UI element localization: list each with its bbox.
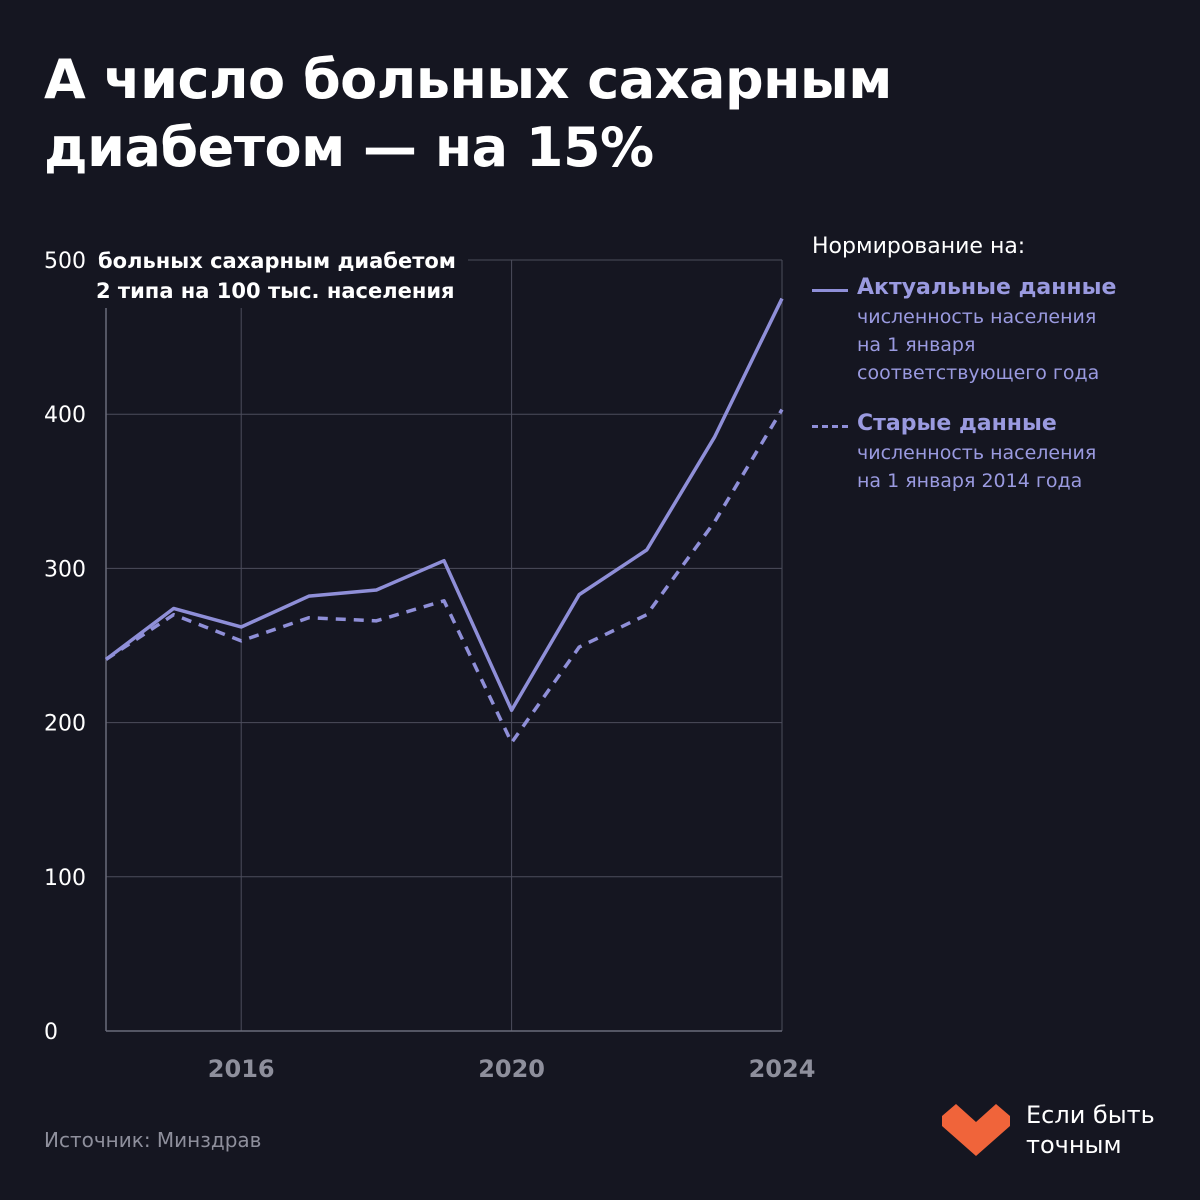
dashed-line-swatch	[812, 425, 848, 428]
legend-item-old-desc-1: численность населения	[857, 442, 1097, 464]
x-tick-label-2016: 2016	[208, 1055, 275, 1083]
brand-name: Если быть точным	[1026, 1100, 1196, 1160]
y-tick-label-300: 300	[44, 557, 86, 582]
x-tick-label-2020: 2020	[478, 1055, 545, 1083]
y-tick-label-500: 500	[44, 249, 86, 274]
legend-item-actual-name: Актуальные данные	[857, 275, 1117, 300]
series-line-actual	[104, 297, 784, 713]
brand: Если быть точным	[940, 1098, 1190, 1168]
chart-legend: Нормирование на: Актуальные данные числе…	[812, 234, 1192, 517]
source-note: Источник: Минздрав	[44, 1128, 262, 1152]
y-tick-label-100: 100	[44, 866, 86, 891]
brand-logo-icon	[942, 1104, 1010, 1156]
y-tick-label-200: 200	[44, 712, 86, 737]
chart-series	[104, 297, 784, 745]
y-tick-label-400: 400	[44, 403, 86, 428]
brand-name-line-2: точным	[1026, 1131, 1122, 1159]
y-axis-label: больных сахарным диабетом 2 типа на 100 …	[92, 244, 468, 308]
y-axis-label-background	[92, 244, 468, 308]
y-axis-ticks: 0 100 200 300 400 500	[44, 249, 86, 1045]
legend-item-actual: Актуальные данные численность населения …	[812, 273, 1192, 387]
solid-line-swatch	[812, 289, 848, 292]
legend-title: Нормирование на:	[812, 234, 1026, 259]
legend-item-old: Старые данные численность населения на 1…	[812, 409, 1192, 495]
y-tick-label-0: 0	[44, 1020, 58, 1045]
chart-grid	[106, 259, 783, 1031]
legend-item-actual-desc-2: на 1 января	[857, 334, 976, 356]
title-line-2: диабетом — на 15%	[44, 116, 654, 179]
legend-item-actual-desc-1: численность населения	[857, 306, 1097, 328]
y-axis-label-line-2: 2 типа на 100 тыс. населения	[96, 279, 455, 303]
legend-item-actual-desc-3: соответствующего года	[857, 362, 1100, 384]
title-line-1: А число больных сахарным	[44, 48, 892, 111]
brand-name-line-1: Если быть	[1026, 1101, 1155, 1129]
y-axis-label-line-1: больных сахарным диабетом	[98, 249, 456, 273]
series-line-old	[105, 408, 784, 745]
x-axis-ticks: 2016 2020 2024	[208, 1055, 816, 1083]
x-tick-label-2024: 2024	[749, 1055, 816, 1083]
legend-item-old-desc-2: на 1 января 2014 года	[857, 470, 1083, 492]
chart-axes	[105, 260, 782, 1032]
page-title: А число больных сахарным диабетом — на 1…	[44, 46, 1144, 182]
legend-item-old-name: Старые данные	[857, 411, 1057, 436]
